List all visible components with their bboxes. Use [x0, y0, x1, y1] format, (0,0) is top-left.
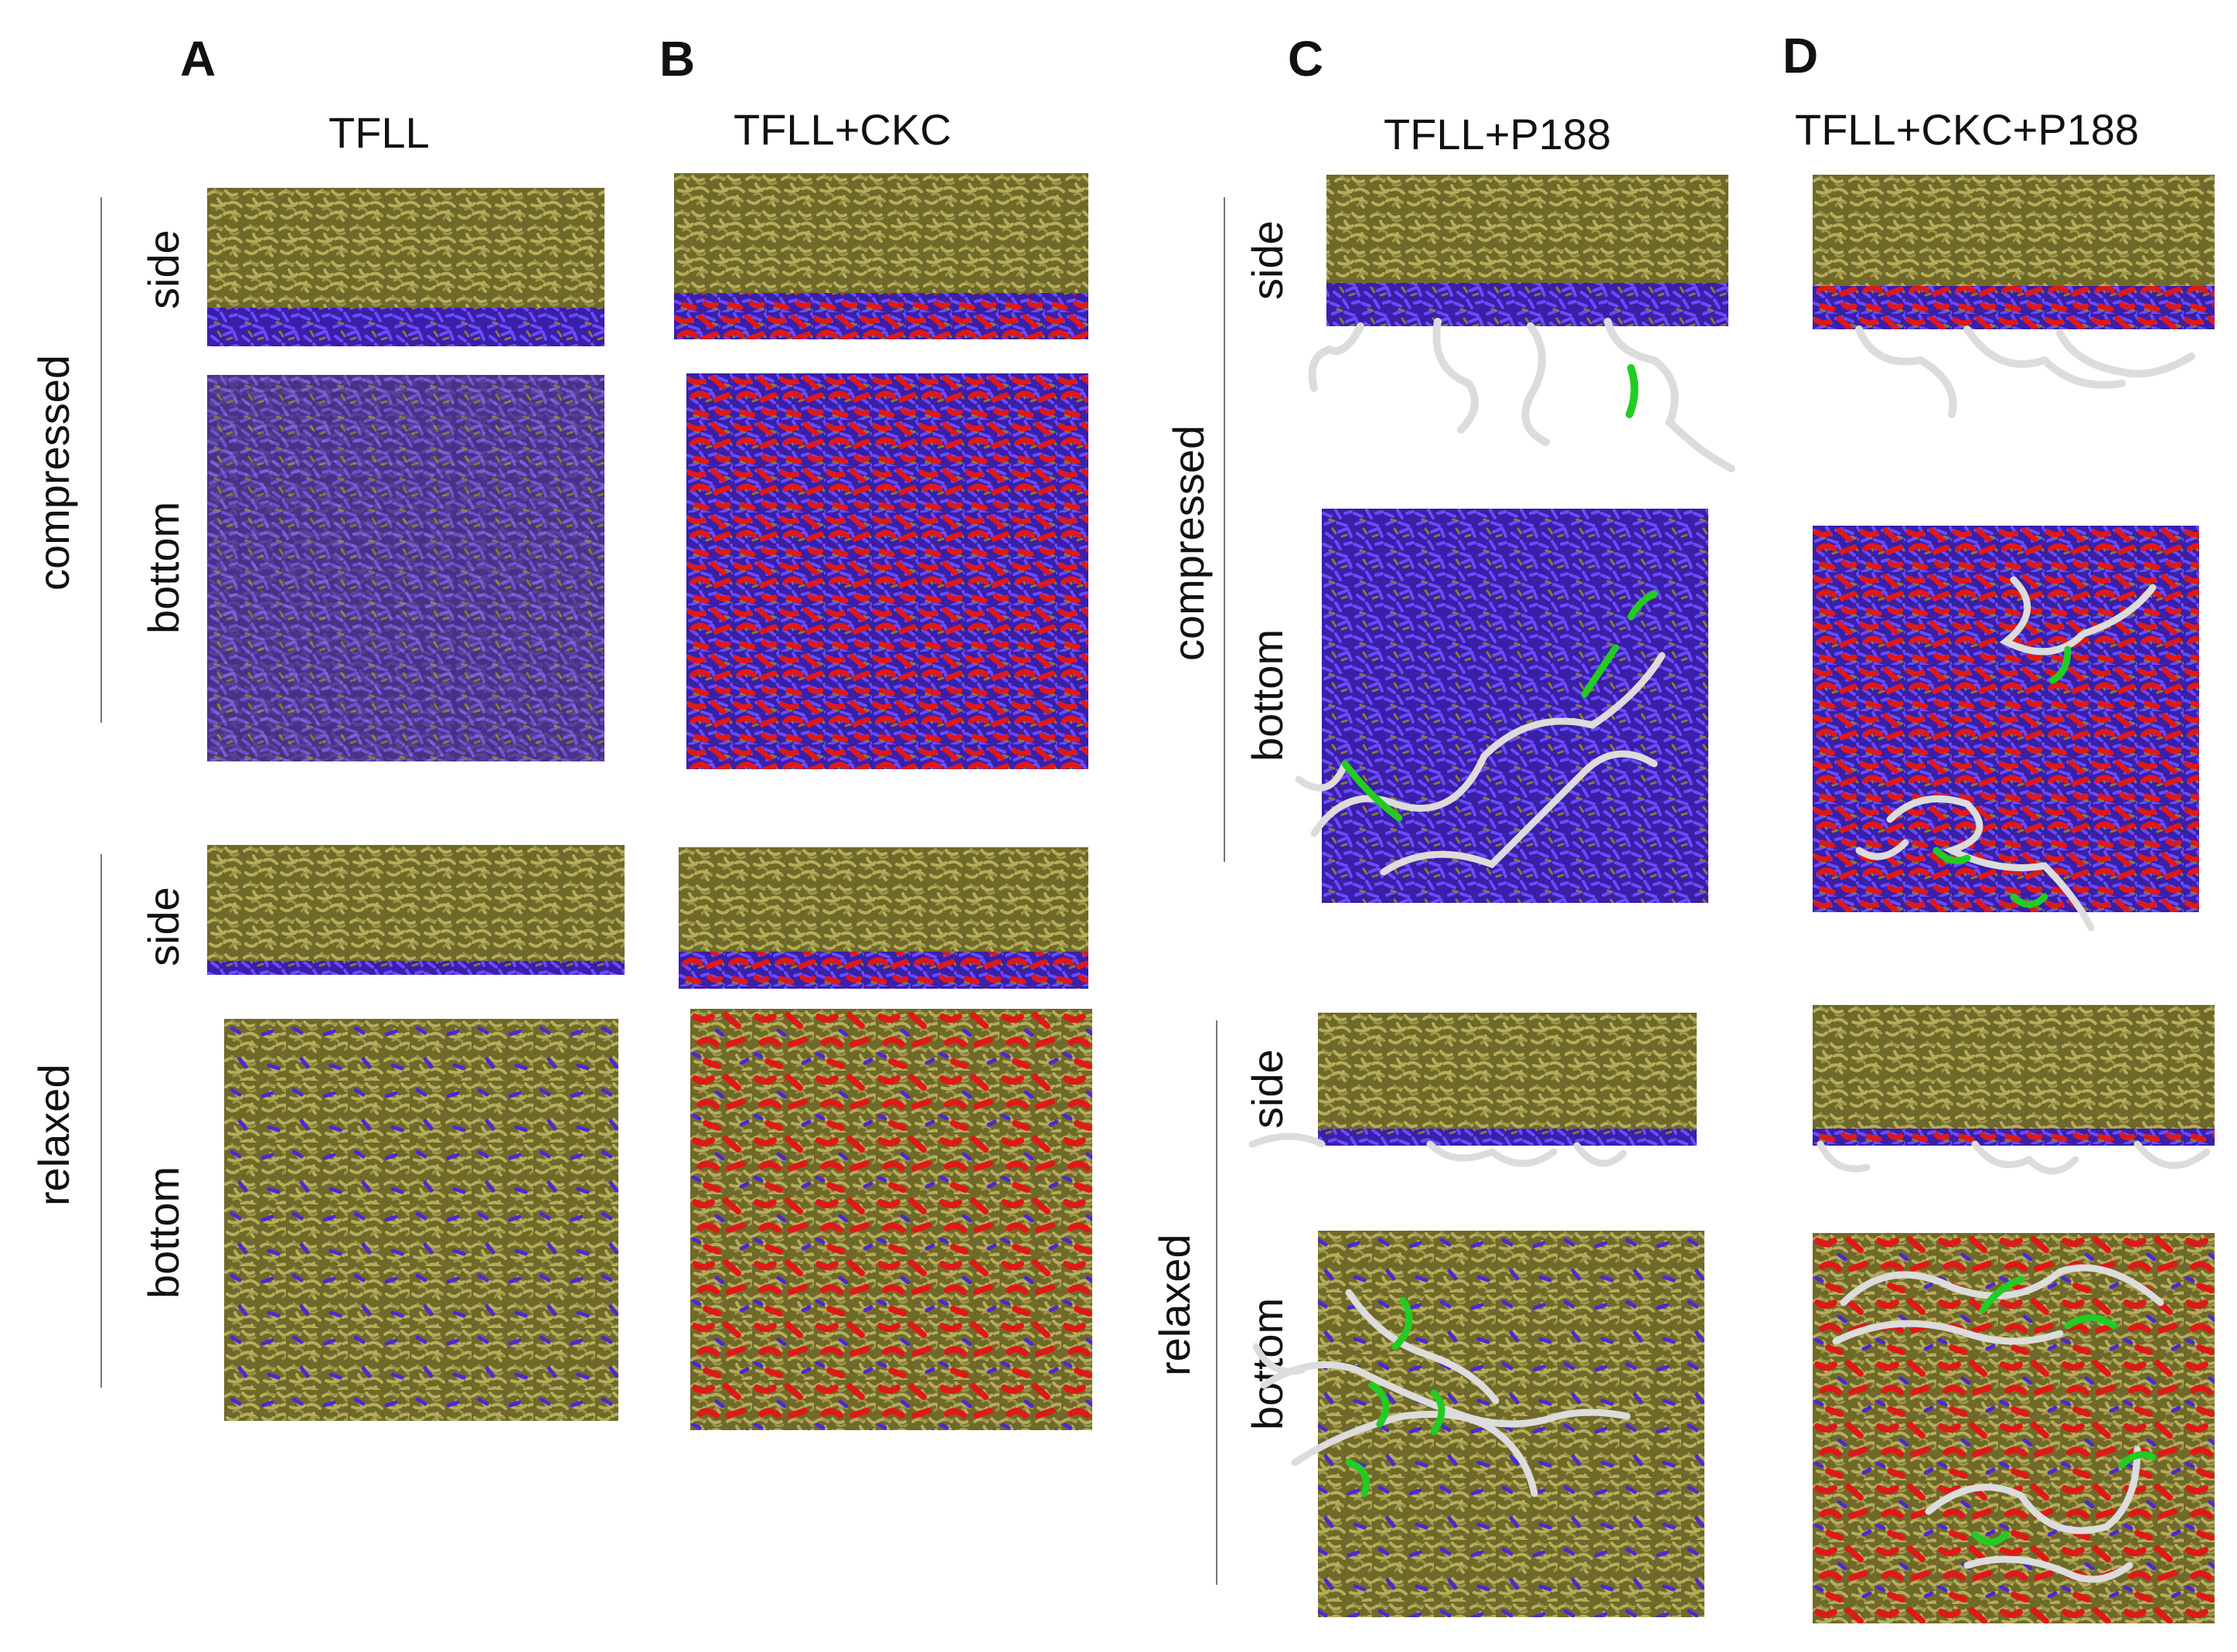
- panel-letter-a: A: [180, 31, 216, 87]
- bracket-relaxed-left: [100, 854, 102, 1388]
- panel-title-c: TFLL+P188: [1384, 110, 1612, 158]
- snapshot-c-compressed-bottom: [1295, 509, 1708, 903]
- p188-polymer-chain: [1295, 652, 1666, 876]
- state-label-relaxed-left: relaxed: [29, 1064, 78, 1206]
- view-label-side-a-relaxed: side: [139, 887, 188, 966]
- p188-polymer-chain: [1252, 1289, 1631, 1497]
- view-label-bottom-c-compressed: bottom: [1243, 628, 1292, 761]
- snapshot-b-relaxed-bottom: [690, 1009, 1092, 1430]
- p188-polymer-chain: [1832, 1264, 2164, 1583]
- bracket-compressed-c: [1224, 197, 1225, 862]
- p188-polymer-chain: [1308, 318, 1735, 472]
- snapshot-c-relaxed-bottom: [1252, 1231, 1704, 1617]
- panel-title-b: TFLL+CKC: [734, 105, 952, 154]
- snapshot-b-compressed-bottom: [686, 373, 1088, 769]
- view-label-bottom-a-compressed: bottom: [139, 501, 188, 634]
- state-label-compressed-left: compressed: [29, 354, 78, 591]
- snapshot-d-relaxed-side: [1813, 1005, 2215, 1175]
- view-label-side-c-compressed: side: [1243, 220, 1292, 300]
- snapshot-c-relaxed-side: [1248, 1013, 1697, 1167]
- snapshot-b-compressed-side: [674, 173, 1088, 339]
- p188-polymer-chain: [1855, 325, 2195, 418]
- snapshot-a-compressed-side: [207, 188, 604, 346]
- snapshot-a-relaxed-bottom: [224, 1019, 618, 1421]
- snapshot-d-relaxed-bottom: [1813, 1233, 2215, 1623]
- snapshot-d-compressed-bottom: [1813, 526, 2199, 932]
- p188-polymer-chain: [1248, 1133, 1627, 1167]
- snapshot-b-relaxed-side: [679, 847, 1088, 989]
- panel-title-d: TFLL+CKC+P188: [1795, 105, 2140, 154]
- p188-polymer-chain: [1816, 1140, 2211, 1175]
- bracket-relaxed-c: [1216, 1020, 1217, 1585]
- panel-letter-b: B: [659, 31, 696, 87]
- snapshot-a-compressed-bottom: [207, 375, 604, 761]
- panel-letter-c: C: [1288, 31, 1324, 87]
- snapshot-d-compressed-side: [1813, 175, 2215, 418]
- p188-polymer-chain: [1855, 576, 2157, 932]
- panel-title-a: TFLL: [329, 108, 430, 157]
- state-label-relaxed-c: relaxed: [1150, 1234, 1199, 1376]
- view-label-side-a-compressed: side: [139, 230, 188, 309]
- view-label-bottom-a-relaxed: bottom: [139, 1166, 188, 1299]
- snapshot-a-relaxed-side: [207, 845, 625, 975]
- snapshot-c-compressed-side: [1308, 175, 1735, 472]
- bracket-compressed-left: [100, 197, 102, 723]
- panel-letter-d: D: [1782, 28, 1819, 83]
- state-label-compressed-c: compressed: [1164, 424, 1213, 661]
